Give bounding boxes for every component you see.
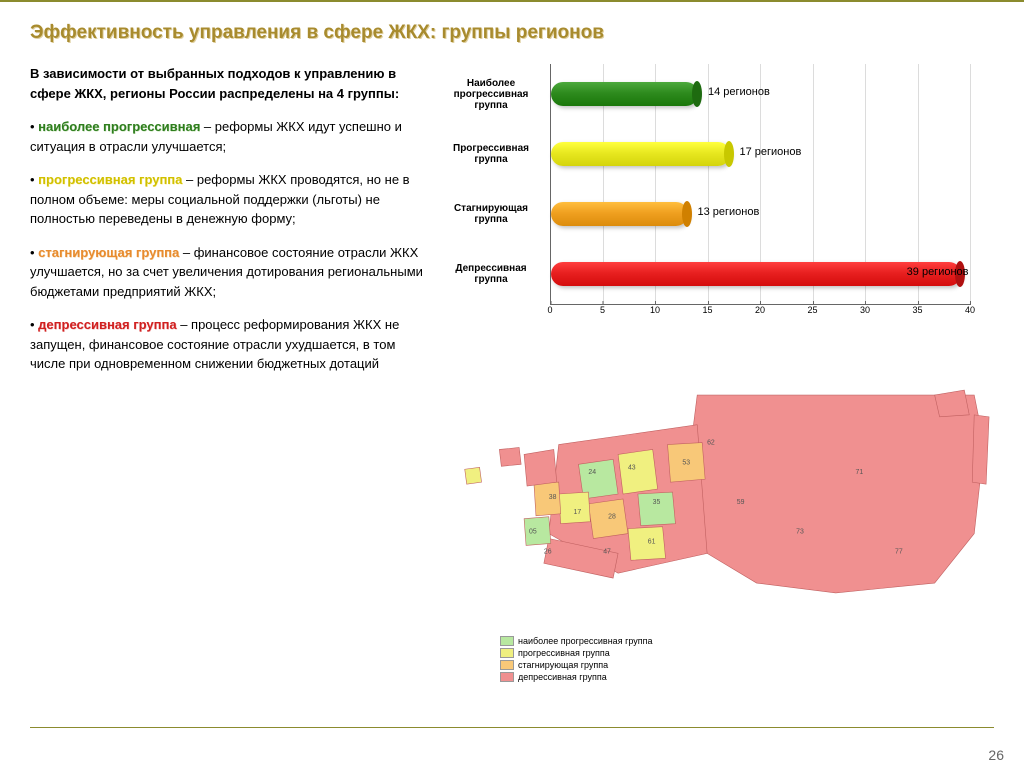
legend-row: прогрессивная группа — [500, 648, 653, 658]
map-region — [638, 492, 676, 526]
chart-bar — [551, 262, 961, 286]
chart-bar — [551, 82, 698, 106]
bullet-item: • стагнирующая группа – финансовое состо… — [30, 243, 430, 302]
chart-bar-label: 17 регионов — [740, 146, 802, 158]
map-region-number: 71 — [856, 469, 864, 476]
map-region-number: 53 — [682, 459, 690, 466]
chart-row: Депрессивная группа 39 регионов — [440, 244, 994, 304]
map-region — [465, 467, 482, 484]
bar-chart: Наиболее прогрессивная группа 14 регионов… — [440, 64, 994, 344]
legend-row: депрессивная группа — [500, 672, 653, 682]
chart-bar-label: 39 регионов — [907, 266, 969, 278]
axis-tick: 40 — [965, 305, 975, 315]
map-region-number: 77 — [895, 548, 903, 555]
map-region — [687, 395, 984, 593]
map-region-number: 26 — [544, 548, 552, 555]
map-region — [534, 482, 561, 516]
chart-bar — [551, 202, 688, 226]
chart-category-label: Стагнирующая группа — [440, 203, 550, 225]
legend-label: наиболее прогрессивная группа — [518, 636, 653, 646]
map-region-number: 47 — [603, 548, 611, 555]
chart-row: Наиболее прогрессивная группа 14 регионов — [440, 64, 994, 124]
bullet-item: • наиболее прогрессивная – реформы ЖКХ и… — [30, 117, 430, 156]
chart-bar-label: 14 регионов — [708, 86, 770, 98]
axis-tick: 35 — [912, 305, 922, 315]
chart-bar-label: 13 регионов — [698, 206, 760, 218]
map-region-number: 61 — [648, 538, 656, 545]
chart-bar — [551, 142, 730, 166]
axis-tick: 5 — [600, 305, 605, 315]
map-region-number: 73 — [796, 529, 804, 536]
map-region-number: 28 — [608, 514, 616, 521]
map-region-number: 17 — [574, 509, 582, 516]
map-region-number: 05 — [529, 529, 537, 536]
legend-label: стагнирующая группа — [518, 660, 608, 670]
page-number: 26 — [988, 747, 1004, 763]
map-region — [524, 449, 557, 486]
description-column: В зависимости от выбранных подходов к уп… — [30, 64, 430, 684]
legend-label: прогрессивная группа — [518, 648, 610, 658]
axis-tick: 20 — [755, 305, 765, 315]
map-region-number: 24 — [588, 469, 596, 476]
map-region-number: 35 — [653, 499, 661, 506]
russia-map: 24 43 35 28 17 38 53 61 26 47 05 59 73 71 77 62 наиболе… — [440, 354, 994, 684]
page-title: Эффективность управления в сфере ЖКХ: гр… — [30, 12, 994, 44]
chart-category-label: Наиболее прогрессивная группа — [440, 78, 550, 111]
map-region — [499, 448, 521, 467]
map-region — [935, 390, 970, 417]
legend-row: наиболее прогрессивная группа — [500, 636, 653, 646]
chart-row: Стагнирующая группа 13 регионов — [440, 184, 994, 244]
chart-category-label: Прогрессивная группа — [440, 143, 550, 165]
axis-tick: 25 — [807, 305, 817, 315]
axis-tick: 15 — [702, 305, 712, 315]
intro-text: В зависимости от выбранных подходов к уп… — [30, 64, 430, 103]
bullet-item: • прогрессивная группа – реформы ЖКХ про… — [30, 170, 430, 229]
map-region — [972, 415, 989, 484]
legend-label: депрессивная группа — [518, 672, 607, 682]
chart-x-axis: 0510152025303540 — [550, 304, 970, 328]
axis-tick: 0 — [547, 305, 552, 315]
map-region — [618, 449, 658, 494]
map-region-number: 43 — [628, 464, 636, 471]
axis-tick: 30 — [860, 305, 870, 315]
legend-row: стагнирующая группа — [500, 660, 653, 670]
map-region-number: 62 — [707, 440, 715, 447]
map-region-number: 38 — [549, 494, 557, 501]
map-legend: наиболее прогрессивная группа прогрессивн… — [500, 636, 653, 684]
map-region-number: 59 — [737, 499, 745, 506]
axis-tick: 10 — [650, 305, 660, 315]
chart-row: Прогрессивная группа 17 регионов — [440, 124, 994, 184]
footer-divider — [30, 727, 994, 728]
chart-category-label: Депрессивная группа — [440, 263, 550, 285]
bullet-item: • депрессивная группа – процесс реформир… — [30, 315, 430, 374]
